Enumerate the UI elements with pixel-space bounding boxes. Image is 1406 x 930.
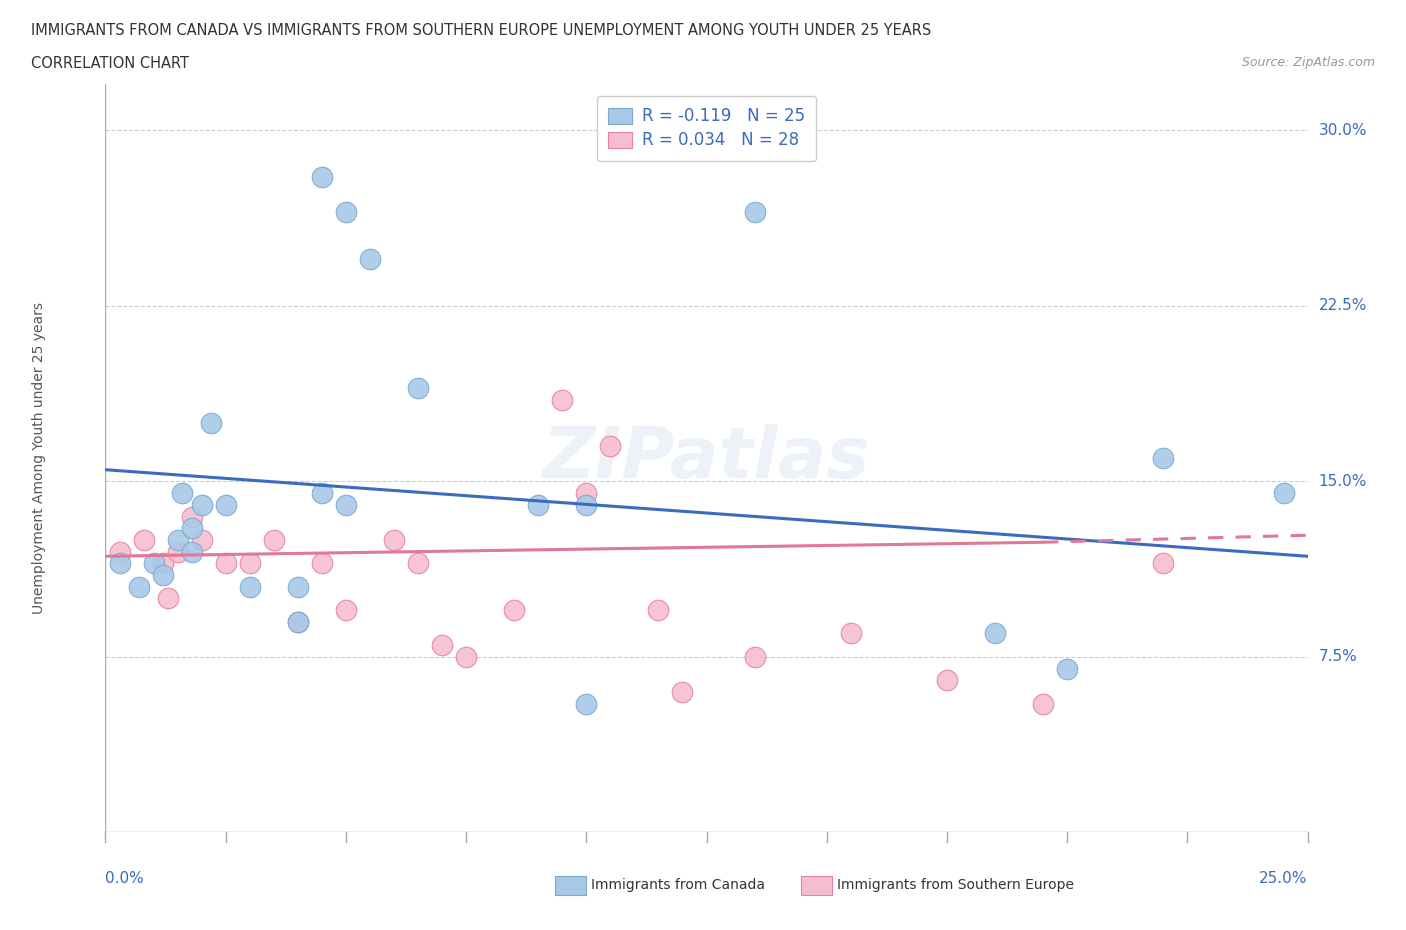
Point bbox=[575, 485, 598, 500]
Point bbox=[599, 439, 621, 454]
Point bbox=[335, 498, 357, 512]
Point bbox=[142, 556, 165, 571]
Point bbox=[311, 170, 333, 185]
Point bbox=[647, 603, 669, 618]
Point bbox=[1056, 661, 1078, 676]
Point bbox=[575, 697, 598, 711]
Point bbox=[406, 380, 429, 395]
Point bbox=[454, 649, 477, 664]
Text: Immigrants from Canada: Immigrants from Canada bbox=[591, 878, 765, 893]
Point bbox=[1152, 450, 1174, 465]
Point bbox=[128, 579, 150, 594]
Point bbox=[156, 591, 179, 605]
Text: CORRELATION CHART: CORRELATION CHART bbox=[31, 56, 188, 71]
Point bbox=[166, 544, 188, 559]
Point bbox=[839, 626, 862, 641]
Point bbox=[359, 252, 381, 267]
Text: Immigrants from Southern Europe: Immigrants from Southern Europe bbox=[837, 878, 1074, 893]
Legend: R = -0.119   N = 25, R = 0.034   N = 28: R = -0.119 N = 25, R = 0.034 N = 28 bbox=[596, 96, 817, 161]
Point bbox=[382, 533, 405, 548]
Point bbox=[132, 533, 155, 548]
Point bbox=[108, 544, 131, 559]
Point bbox=[181, 521, 204, 536]
Text: 30.0%: 30.0% bbox=[1319, 123, 1367, 138]
Point bbox=[311, 556, 333, 571]
Point bbox=[287, 579, 309, 594]
Point bbox=[190, 498, 212, 512]
Point bbox=[527, 498, 550, 512]
Point bbox=[406, 556, 429, 571]
Text: 7.5%: 7.5% bbox=[1319, 649, 1357, 664]
Point bbox=[551, 392, 574, 407]
Point bbox=[1152, 556, 1174, 571]
Point bbox=[503, 603, 526, 618]
Text: Source: ZipAtlas.com: Source: ZipAtlas.com bbox=[1241, 56, 1375, 69]
Point bbox=[214, 498, 236, 512]
Point bbox=[671, 684, 693, 699]
Text: 22.5%: 22.5% bbox=[1319, 299, 1367, 313]
Point bbox=[575, 498, 598, 512]
Point bbox=[200, 416, 222, 431]
Point bbox=[311, 485, 333, 500]
Point bbox=[108, 556, 131, 571]
Point bbox=[181, 509, 204, 524]
Point bbox=[190, 533, 212, 548]
Text: ZIPatlas: ZIPatlas bbox=[543, 423, 870, 493]
Point bbox=[1272, 485, 1295, 500]
Point bbox=[936, 672, 959, 687]
Point bbox=[1032, 697, 1054, 711]
Text: 25.0%: 25.0% bbox=[1260, 871, 1308, 886]
Point bbox=[152, 556, 174, 571]
Point bbox=[335, 205, 357, 219]
Text: IMMIGRANTS FROM CANADA VS IMMIGRANTS FROM SOUTHERN EUROPE UNEMPLOYMENT AMONG YOU: IMMIGRANTS FROM CANADA VS IMMIGRANTS FRO… bbox=[31, 23, 931, 38]
Point bbox=[181, 544, 204, 559]
Text: 0.0%: 0.0% bbox=[105, 871, 145, 886]
Point bbox=[172, 485, 194, 500]
Point bbox=[287, 615, 309, 630]
Point bbox=[166, 533, 188, 548]
Point bbox=[744, 205, 766, 219]
Point bbox=[744, 649, 766, 664]
Point bbox=[263, 533, 285, 548]
Point bbox=[214, 556, 236, 571]
Text: 15.0%: 15.0% bbox=[1319, 474, 1367, 489]
Text: Unemployment Among Youth under 25 years: Unemployment Among Youth under 25 years bbox=[32, 302, 46, 614]
Point bbox=[152, 567, 174, 582]
Point bbox=[239, 579, 262, 594]
Point bbox=[239, 556, 262, 571]
Point bbox=[335, 603, 357, 618]
Point bbox=[984, 626, 1007, 641]
Point bbox=[430, 638, 453, 653]
Point bbox=[287, 615, 309, 630]
